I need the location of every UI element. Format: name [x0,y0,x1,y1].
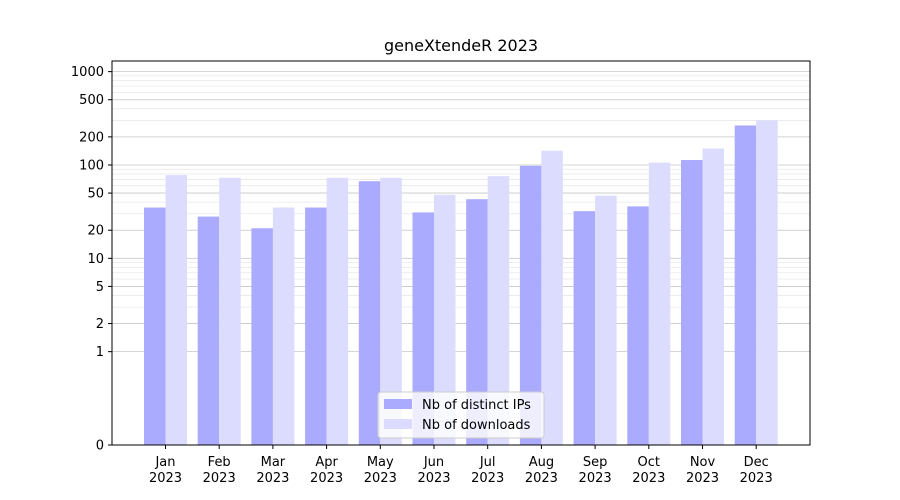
x-tick-label-year: 2023 [686,471,719,486]
y-tick-label: 1 [96,345,104,360]
legend-box [377,391,545,439]
y-tick-label: 20 [87,224,104,239]
y-tick-label: 10 [87,252,104,267]
bar-distinct-ips [412,212,434,445]
y-tick-label: 200 [79,130,104,145]
bar-distinct-ips [197,216,220,445]
y-axis: 0 1 2 5 10 20 50 100 200 500 1000 [71,65,112,454]
bar-downloads [165,175,187,445]
y-tick-label: 1000 [71,65,104,80]
x-tick-label-year: 2023 [256,471,289,486]
x-tick-label-month: Sep [583,455,608,470]
bar-distinct-ips [573,211,596,445]
x-tick-label-year: 2023 [364,471,397,486]
x-tick-label-year: 2023 [310,471,343,486]
x-tick-label-month: Feb [208,455,231,470]
x-tick-label-month: Jan [154,455,175,470]
y-tick-label: 500 [79,93,104,108]
bar-distinct-ips [627,206,649,445]
bar-downloads [434,194,456,445]
plot-frame [111,60,811,446]
x-tick-label-year: 2023 [149,471,182,486]
bar-distinct-ips [519,165,542,446]
x-tick-label-month: Aug [529,455,554,470]
chart-title: geneXtendeR 2023 [384,36,538,55]
bar-distinct-ips [144,207,166,445]
bar-distinct-ips [358,181,381,446]
x-tick-label-month: May [367,455,394,470]
x-tick-label-year: 2023 [525,471,558,486]
bar-downloads [648,162,671,445]
x-axis: Jan2023Feb2023Mar2023Apr2023May2023Jun20… [149,445,773,486]
bar-distinct-ips [681,160,703,446]
bar-downloads [326,177,349,445]
bar-downloads [272,207,295,445]
bar-downloads [380,177,402,445]
x-tick-label-year: 2023 [417,471,450,486]
legend-swatch [384,399,412,409]
x-tick-label-month: Mar [261,455,286,470]
x-tick-label-year: 2023 [579,471,612,486]
x-tick-label-month: Nov [690,455,716,470]
bar-downloads [702,148,724,445]
x-tick-label-month: Apr [315,455,338,470]
bar-downloads [756,120,778,445]
bar-downloads [487,176,510,445]
legend-label: Nb of downloads [422,418,531,433]
y-tick-label: 5 [96,280,104,295]
legend: Nb of distinct IPs Nb of downloads [377,391,545,439]
y-tick-label: 100 [79,158,104,173]
x-tick-label-month: Dec [744,455,769,470]
bars [144,120,778,446]
bar-distinct-ips [734,125,757,445]
x-tick-label-year: 2023 [471,471,504,486]
x-tick-label-month: Oct [638,455,660,470]
legend-label: Nb of distinct IPs [422,398,531,413]
legend-swatch [384,419,412,429]
x-tick-label-month: Jun [423,455,444,470]
x-tick-label-year: 2023 [632,471,665,486]
bar-distinct-ips [466,199,488,445]
y-tick-label: 2 [96,317,104,332]
bar-downloads [541,150,563,445]
x-tick-label-year: 2023 [203,471,236,486]
y-tick-label: 0 [96,439,104,454]
bar-distinct-ips [251,228,273,445]
bar-downloads [219,177,241,445]
bar-distinct-ips [305,207,327,445]
bar-downloads [595,195,617,445]
x-tick-label-month: Jul [479,455,496,470]
y-tick-label: 50 [87,187,104,202]
x-tick-label-year: 2023 [740,471,773,486]
